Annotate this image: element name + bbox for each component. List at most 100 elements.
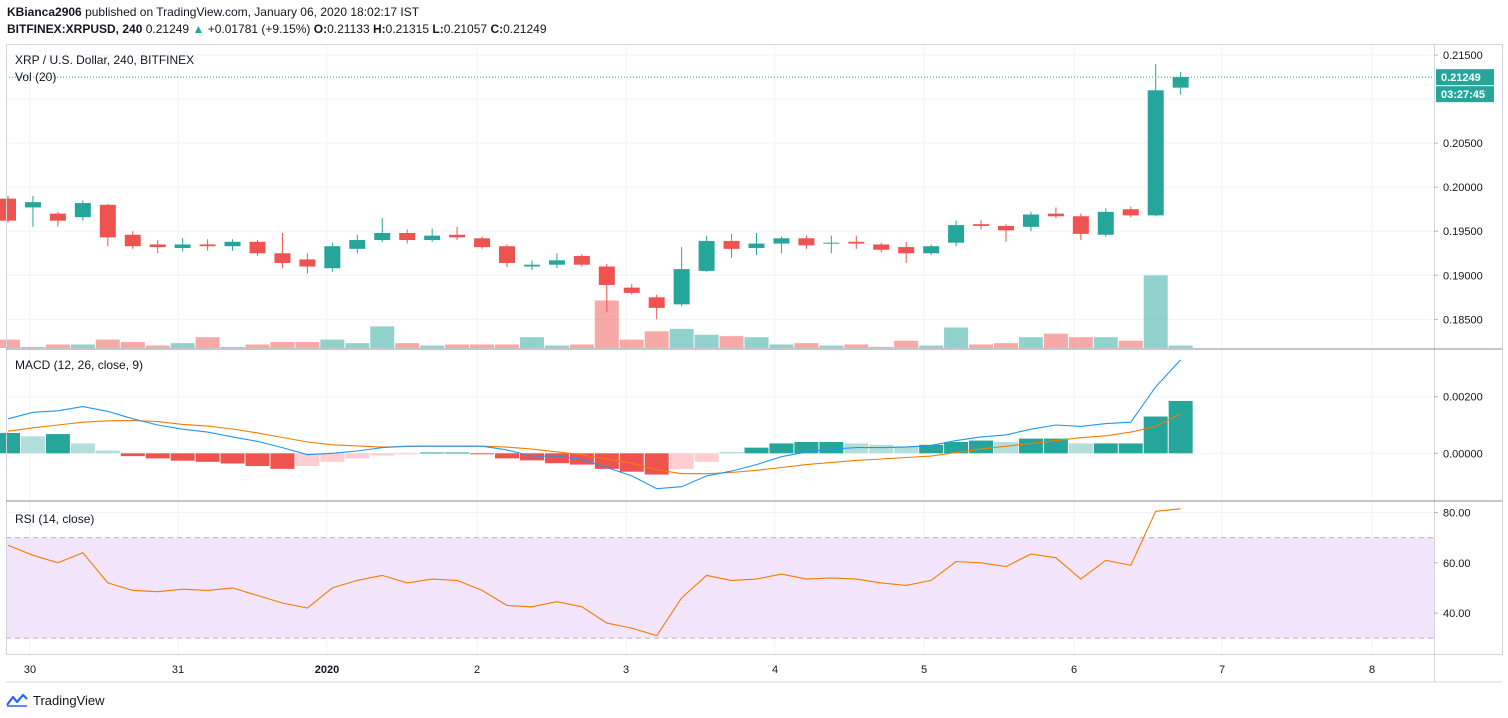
macd-histogram-bar — [1168, 400, 1193, 454]
macd-histogram-bar — [95, 450, 120, 454]
macd-histogram-bar — [1018, 438, 1043, 454]
macd-histogram-bar — [944, 441, 969, 454]
volume-bar — [1068, 337, 1093, 348]
rsi-title: RSI (14, close) — [15, 512, 94, 526]
volume-bar — [45, 344, 70, 348]
countdown-badge-label: 03:27:45 — [1441, 89, 1485, 101]
volume-bar — [395, 343, 420, 348]
volume-bar — [120, 342, 145, 348]
tradingview-logo-icon — [6, 693, 28, 707]
last-price-badge-label: 0.21249 — [1441, 72, 1481, 84]
rsi-axis-label: 40.00 — [1443, 608, 1471, 620]
volume-bar — [20, 346, 45, 348]
volume-bar — [470, 344, 495, 348]
macd-histogram-bar — [370, 453, 395, 456]
candle-body — [748, 243, 765, 248]
volume-bar — [0, 339, 20, 348]
price-axis-label: 0.18500 — [1443, 314, 1483, 326]
volume-bar — [1143, 275, 1168, 348]
candle-body — [324, 246, 341, 269]
volume-label: Vol (20) — [15, 70, 56, 84]
volume-bar — [70, 344, 95, 348]
macd-histogram-bar — [295, 453, 320, 467]
time-axis-label: 5 — [921, 664, 927, 676]
macd-histogram-bar — [919, 444, 944, 454]
symbol-line: BITFINEX:XRPUSD, 240 0.21249 ▲ +0.01781 … — [7, 22, 547, 36]
volume-bar — [1168, 345, 1193, 348]
volume-bar — [519, 337, 544, 348]
candle-body — [224, 241, 241, 247]
time-axis-label: 2020 — [315, 664, 339, 676]
macd-histogram-bar — [544, 453, 569, 464]
low-label: L: — [432, 22, 444, 36]
macd-histogram-bar — [145, 453, 170, 459]
time-axis-label: 30 — [24, 664, 36, 676]
candle-body — [898, 247, 915, 254]
price-pane[interactable] — [0, 63, 1434, 348]
macd-histogram-bar — [195, 453, 220, 462]
volume-bar — [619, 339, 644, 348]
volume-bar — [195, 337, 220, 348]
candle-body — [1122, 209, 1139, 216]
candle-body — [24, 202, 41, 208]
macd-histogram-bar — [1068, 443, 1093, 454]
candle-body — [798, 238, 815, 246]
volume-bar — [320, 339, 345, 348]
macd-histogram-bar — [120, 453, 145, 457]
rsi-axis-label: 80.00 — [1443, 508, 1471, 520]
rsi-pane — [6, 508, 1434, 639]
macd-histogram-bar — [420, 452, 445, 454]
macd-histogram-bar — [1043, 438, 1068, 454]
volume-bar — [844, 344, 869, 348]
volume-bar — [295, 342, 320, 348]
author-name[interactable]: KBianca2906 — [7, 5, 82, 19]
volume-bar — [544, 345, 569, 348]
candle-body — [598, 266, 615, 285]
volume-bar — [694, 334, 719, 348]
time-axis-label: 8 — [1369, 664, 1375, 676]
open-label: O: — [313, 22, 328, 36]
candle-body — [573, 255, 590, 265]
countdown-badge — [1436, 86, 1494, 103]
volume-bar — [445, 344, 470, 348]
price-axis-label: 0.19500 — [1443, 226, 1483, 238]
macd-histogram-bar — [470, 453, 495, 455]
high-value: 0.21315 — [385, 22, 430, 36]
volume-bar — [1018, 337, 1043, 348]
macd-histogram-bar — [769, 443, 794, 454]
time-axis-label: 6 — [1071, 664, 1077, 676]
volume-bar — [669, 328, 694, 348]
candle-body — [673, 269, 690, 305]
volume-bar — [1093, 337, 1118, 348]
macd-histogram-bar — [220, 453, 245, 464]
high-label: H: — [372, 22, 386, 36]
macd-histogram-bar — [594, 453, 619, 469]
time-axis-label: 2 — [474, 664, 480, 676]
candle-body — [424, 235, 441, 241]
tradingview-brand[interactable]: TradingView — [6, 690, 105, 710]
macd-histogram-bar — [1093, 443, 1118, 454]
volume-bar — [819, 345, 844, 348]
macd-histogram-bar — [994, 441, 1018, 454]
candle-body — [49, 213, 66, 221]
volume-bar — [345, 343, 370, 348]
rsi-band — [6, 537, 1434, 639]
macd-axis-label: 0.00200 — [1443, 392, 1483, 404]
price-pane-title: XRP / U.S. Dollar, 240, BITFINEX — [15, 53, 194, 67]
candle-body — [623, 287, 640, 293]
macd-line — [7, 359, 1182, 490]
price-axis-label: 0.20000 — [1443, 182, 1483, 194]
price-axis-label: 0.20500 — [1443, 138, 1483, 150]
volume-bar — [95, 339, 120, 348]
macd-histogram-bar — [744, 447, 769, 454]
macd-histogram-bar — [345, 453, 370, 459]
time-axis-label: 7 — [1219, 664, 1225, 676]
candle-body — [349, 240, 366, 249]
volume-bar — [994, 343, 1018, 348]
time-axis-label: 4 — [772, 664, 778, 676]
volume-bar — [1118, 340, 1143, 348]
candle-body — [848, 241, 865, 244]
axes: 0.21500 0.20500 0.20000 0.19500 0.19000 0.185… — [24, 50, 1494, 676]
macd-histogram-bar — [894, 446, 919, 454]
